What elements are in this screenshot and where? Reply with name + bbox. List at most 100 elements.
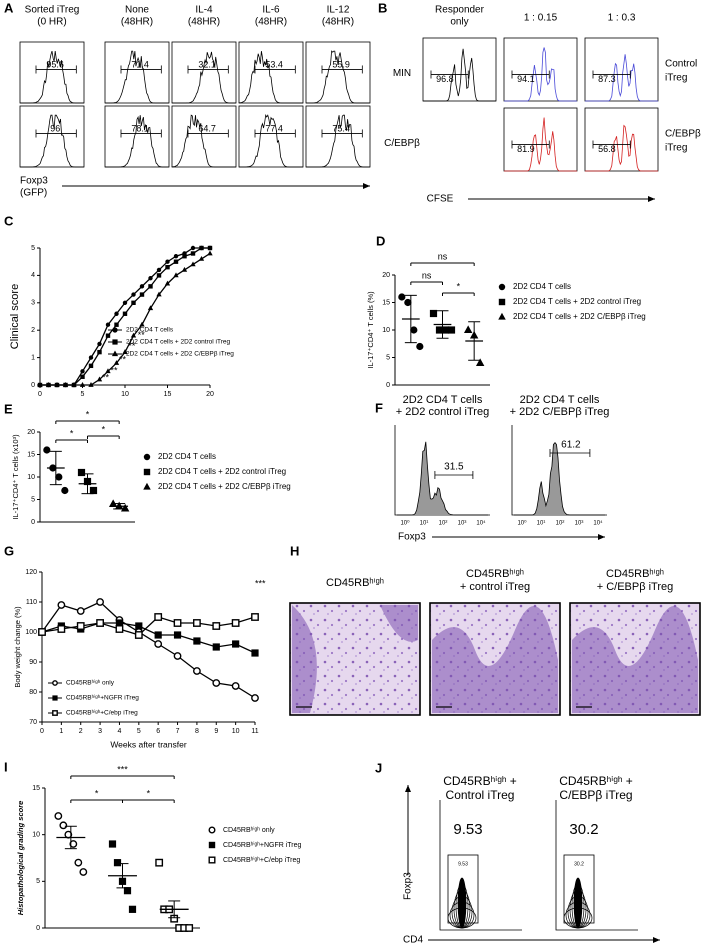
y-tick-label: 3 bbox=[31, 300, 35, 307]
y-tick-label: 110 bbox=[26, 599, 37, 606]
marker bbox=[130, 332, 137, 338]
marker bbox=[57, 625, 66, 633]
marker bbox=[88, 355, 94, 360]
y-tick-label: 20 bbox=[382, 272, 390, 279]
panel-letter: B bbox=[378, 0, 387, 15]
legend-label: CD45RBʰⁱᵍʰ+NGFR iTreg bbox=[66, 694, 139, 702]
plot-frame bbox=[503, 37, 578, 102]
significance: ** bbox=[119, 355, 127, 365]
histogram bbox=[105, 50, 169, 104]
gate-value-small: 30.2 bbox=[574, 861, 584, 867]
marker bbox=[113, 360, 120, 365]
x-tick-label: 10³ bbox=[575, 521, 584, 527]
marker bbox=[463, 325, 473, 333]
panel-letter: C bbox=[4, 213, 14, 228]
panel-letter: H bbox=[290, 543, 299, 558]
legend-label: 2D2 CD4 T cells bbox=[158, 452, 216, 461]
gate-box bbox=[447, 854, 479, 924]
side-label: iTreg bbox=[665, 143, 687, 154]
series-line bbox=[41, 616, 256, 636]
marker bbox=[156, 273, 162, 278]
legend-label: CD45RBʰⁱᵍʰ only bbox=[223, 826, 275, 834]
marker bbox=[131, 292, 136, 297]
marker bbox=[105, 368, 111, 374]
marker bbox=[108, 840, 117, 848]
significance: *** bbox=[255, 578, 266, 588]
legend-marker bbox=[52, 710, 58, 716]
y-tick-label: 5 bbox=[36, 878, 40, 885]
significance: ** bbox=[102, 373, 110, 383]
tissue-shape bbox=[572, 606, 698, 713]
image-title: + C/EBPβ iTreg bbox=[597, 581, 674, 593]
contour bbox=[573, 877, 583, 929]
histogram bbox=[585, 54, 658, 102]
marker bbox=[193, 637, 201, 645]
x-tick-label: 10³ bbox=[458, 521, 467, 527]
legend-label: 2D2 CD4 T cells + 2D2 C/EBPβ iTreg bbox=[158, 482, 291, 491]
histogram bbox=[20, 50, 84, 104]
histogram bbox=[397, 441, 488, 516]
marker bbox=[55, 473, 63, 481]
marker bbox=[147, 305, 154, 311]
y-tick-label: 15 bbox=[27, 451, 35, 458]
marker bbox=[80, 369, 85, 374]
marker bbox=[77, 468, 86, 477]
x-tick-label: 1 bbox=[59, 728, 63, 735]
y-axis-title: Body weight change (%) bbox=[13, 606, 22, 688]
column-header: 1 : 0.15 bbox=[524, 13, 558, 24]
plot-frame bbox=[238, 41, 304, 104]
gate-value: 78.1 bbox=[131, 124, 149, 134]
y-axis-title: IL-17⁺CD4⁺ T cells (x10³) bbox=[11, 434, 20, 520]
histogram bbox=[423, 48, 496, 102]
y-axis-title: Histopathological grading score bbox=[16, 801, 25, 916]
plot-title: 2D2 CD4 T cells bbox=[520, 394, 600, 406]
marker bbox=[76, 622, 85, 630]
gate-value: 75.4 bbox=[332, 124, 350, 134]
column-header: IL-12 bbox=[327, 5, 350, 16]
marker bbox=[155, 858, 164, 867]
marker bbox=[164, 280, 171, 286]
x-tick-label: 10² bbox=[439, 521, 448, 527]
column-header: None bbox=[125, 5, 149, 16]
x-tick-label: 5 bbox=[81, 391, 85, 398]
column-header: Sorted iTreg bbox=[25, 5, 80, 16]
gate-value-small: 9.53 bbox=[458, 861, 468, 867]
plot-frame bbox=[422, 37, 497, 102]
marker bbox=[97, 341, 102, 347]
image-title: CD45RBʰⁱᵍʰ bbox=[606, 568, 664, 580]
legend-label: 2D2 CD4 T cells bbox=[513, 282, 571, 291]
gate-value: 96 bbox=[50, 124, 60, 134]
gate-value: 96.8 bbox=[436, 74, 454, 84]
y-tick-label: 5 bbox=[386, 354, 390, 361]
marker bbox=[134, 631, 143, 639]
x-tick-label: 10¹ bbox=[537, 521, 546, 527]
gate-value: 55.9 bbox=[332, 60, 350, 70]
marker bbox=[182, 254, 187, 259]
histogram bbox=[306, 50, 370, 104]
marker bbox=[198, 255, 205, 261]
gate-value: 64.7 bbox=[198, 124, 216, 134]
panel-letter: F bbox=[375, 400, 383, 415]
x-tick-label: 10² bbox=[556, 521, 565, 527]
marker bbox=[37, 382, 43, 387]
legend-label: CD45RBʰⁱᵍʰ+NGFR iTreg bbox=[223, 841, 302, 849]
y-tick-label: 0 bbox=[386, 382, 390, 389]
marker bbox=[96, 376, 103, 382]
panel-letter: J bbox=[375, 760, 382, 775]
marker bbox=[231, 682, 240, 690]
marker bbox=[207, 250, 213, 256]
legend-label: 2D2 CD4 T cells + 2D2 control iTreg bbox=[513, 297, 641, 306]
plot-title: + 2D2 control iTreg bbox=[396, 406, 489, 418]
marker bbox=[185, 924, 194, 932]
marker bbox=[80, 374, 85, 379]
y-axis-title: Clinical score bbox=[9, 284, 21, 349]
histogram bbox=[514, 441, 605, 516]
legend-marker bbox=[143, 468, 151, 476]
marker bbox=[57, 601, 66, 609]
significance: * bbox=[95, 788, 99, 798]
histogram bbox=[238, 51, 303, 104]
gate-value: 94.1 bbox=[517, 74, 535, 84]
marker bbox=[88, 382, 94, 387]
y-tick-label: 0 bbox=[31, 382, 35, 389]
marker bbox=[113, 859, 122, 867]
